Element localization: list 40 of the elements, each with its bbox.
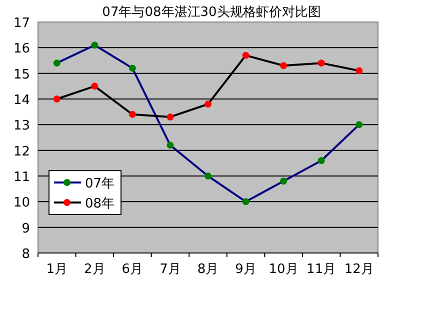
point [242,52,250,59]
x-tick-label: 1月 [46,262,68,277]
x-tick-label: 9月 [235,262,256,277]
point [318,157,325,164]
y-tick-label: 11 [13,170,30,185]
point [128,64,136,72]
point [204,100,212,108]
y-tick-label: 16 [13,42,30,57]
legend-label: 08年 [85,196,115,212]
point [53,96,60,102]
point [280,62,288,70]
x-tick-label: 7月 [160,262,181,277]
y-tick-label: 17 [13,16,30,31]
x-tick-label: 8月 [197,262,219,277]
point [356,67,363,74]
y-tick-label: 13 [13,118,30,134]
y-tick-label: 14 [13,93,30,108]
x-tick-label: 12月 [344,262,374,277]
y-tick-label: 12 [13,144,30,160]
point [280,178,288,185]
point [128,110,136,118]
point [242,198,250,206]
x-tick-label: 6月 [122,262,144,277]
point [204,172,212,180]
chart-title: 07年与08年湛江30头规格虾价对比图 [102,5,321,20]
legend-label: 07年 [85,176,115,192]
point [91,82,98,90]
x-tick-label: 11月 [306,262,336,277]
point [91,42,98,49]
x-tick-label: 10月 [268,262,298,277]
y-tick-label: 10 [13,196,30,211]
point [166,113,174,120]
point [318,60,325,67]
y-tick-label: 8 [22,247,30,262]
point [166,142,174,149]
point [356,121,363,128]
x-tick-label: 2月 [84,262,106,277]
y-tick-label: 9 [22,221,30,236]
y-tick-label: 15 [13,67,30,82]
point [53,60,60,67]
